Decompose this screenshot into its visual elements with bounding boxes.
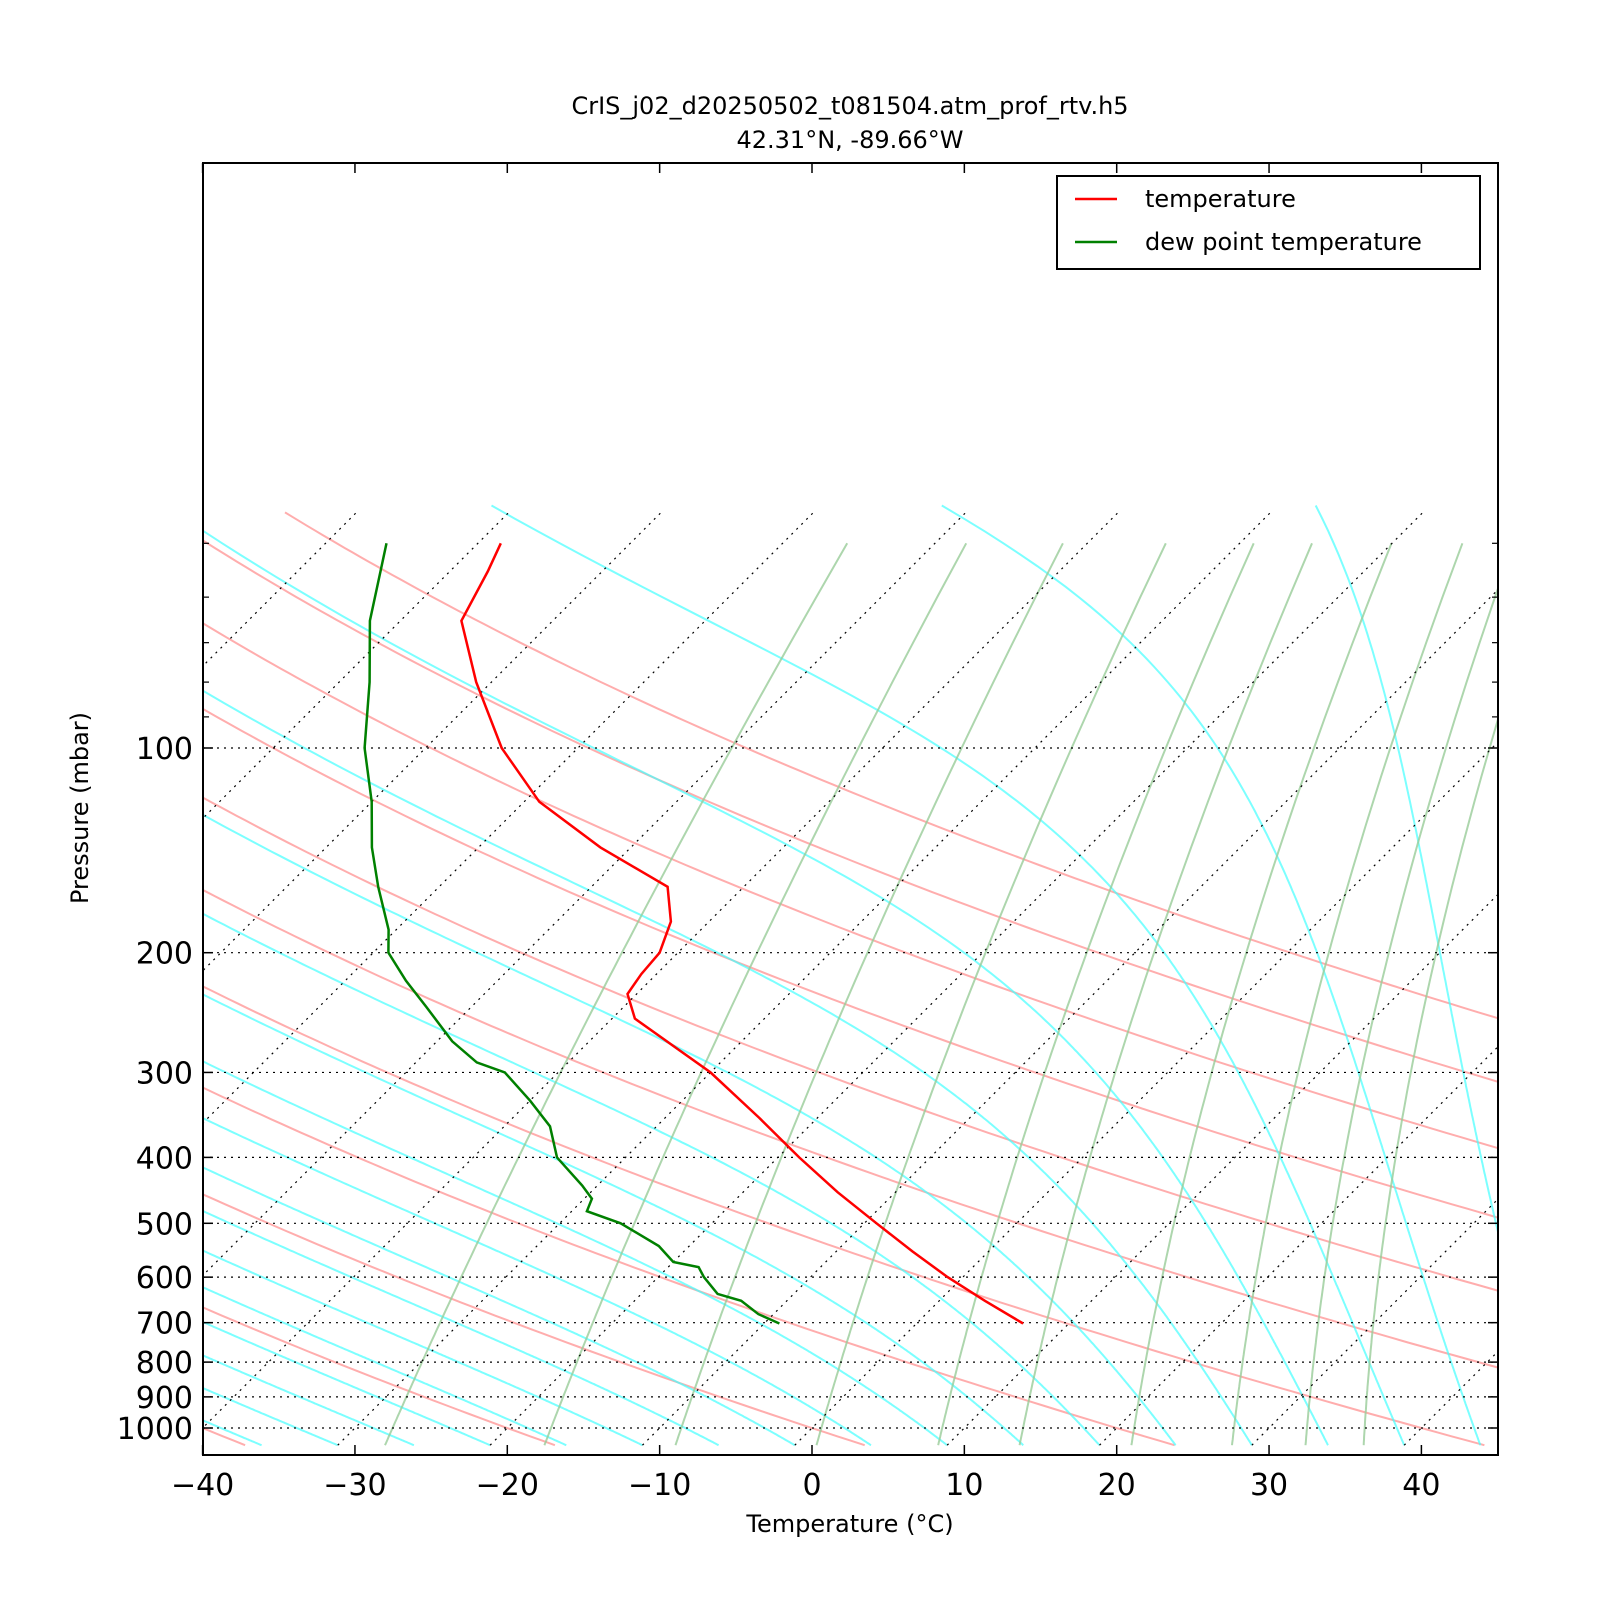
y-tick-label: 300	[136, 1056, 193, 1091]
mixing-ratio-line	[384, 542, 849, 1446]
isotherm-line	[203, 511, 815, 1124]
x-tick-label: −40	[171, 1468, 234, 1503]
x-tick-label: 0	[802, 1468, 821, 1503]
moist-adiabat-line	[203, 1419, 262, 1447]
moist-adiabat-line	[203, 1387, 339, 1447]
moist-adiabat-line	[203, 1354, 415, 1447]
dry-adiabat-line	[284, 511, 1498, 1020]
isotherm-line	[203, 511, 967, 1277]
dry-adiabat-line	[203, 1193, 866, 1447]
dry-adiabat-line	[203, 985, 1485, 1447]
moist-adiabats	[203, 504, 1498, 1447]
moist-adiabat-line	[203, 993, 1024, 1446]
isotherm-line	[1557, 512, 1600, 1445]
mixing-ratio-line	[937, 542, 1255, 1446]
y-tick-label: 100	[136, 732, 193, 767]
moist-adiabat-line	[1314, 505, 1498, 1237]
mixing-ratio-line	[1018, 542, 1313, 1446]
chart-title: CrIS_j02_d20250502_t081504.atm_prof_rtv.…	[571, 92, 1128, 120]
mixing-ratio-line	[1362, 715, 1498, 1446]
legend: temperature dew point temperature	[1056, 175, 1481, 270]
moist-adiabat-line	[203, 529, 1329, 1446]
x-tick-label: −10	[628, 1468, 691, 1503]
isotherm-line	[489, 511, 1424, 1446]
isotherm-line	[203, 511, 510, 820]
isotherm-line	[1251, 1198, 1498, 1446]
moist-adiabat-line	[203, 689, 1253, 1446]
dry-adiabat-line	[203, 1306, 556, 1447]
y-tick-label: 800	[136, 1346, 193, 1381]
y-tick-label: 900	[136, 1381, 193, 1416]
mixing-ratio-line	[815, 542, 1167, 1446]
x-tick-label: −20	[476, 1468, 539, 1503]
data-series	[363, 542, 1024, 1325]
moist-adiabat-line	[203, 1117, 872, 1447]
isotherm-line	[203, 511, 1119, 1429]
isotherm-line	[794, 741, 1498, 1446]
moist-adiabat-line	[491, 504, 1406, 1446]
isotherm-line	[203, 511, 205, 515]
legend-box	[1056, 175, 1481, 270]
mixing-ratio-lines	[384, 542, 1498, 1446]
dry-adiabat-line	[203, 539, 1498, 1083]
x-tick-label: 20	[1098, 1468, 1136, 1503]
isotherm-line	[203, 511, 358, 667]
moist-adiabat-line	[203, 1209, 720, 1447]
isotherms	[0, 511, 1600, 1446]
chart-subtitle: 42.31°N, -89.66°W	[736, 126, 963, 154]
x-axis-label: Temperature (°C)	[745, 1510, 953, 1538]
x-tick-label: 10	[945, 1468, 983, 1503]
x-axis: −40 −30 −20 −10 0 10 20 30 40	[171, 163, 1440, 1503]
legend-label-dew-point: dew point temperature	[1145, 228, 1422, 256]
moist-adiabat-line	[203, 912, 1101, 1446]
isotherm-line	[337, 511, 1272, 1446]
moist-adiabat-line	[203, 813, 1177, 1446]
series-line-temperature	[460, 542, 1024, 1325]
series-line-dew-point	[363, 543, 780, 1325]
isotherm-line	[1403, 1350, 1498, 1446]
dry-adiabat-line	[203, 622, 1498, 1150]
y-axis-label: Pressure (mbar)	[66, 712, 94, 904]
dry-adiabat-line	[203, 796, 1498, 1292]
x-tick-label: 30	[1250, 1468, 1288, 1503]
y-tick-label: 700	[136, 1307, 193, 1342]
mixing-ratio-line	[543, 542, 968, 1446]
y-tick-label: 1000	[117, 1412, 193, 1447]
legend-label-temperature: temperature	[1145, 185, 1296, 213]
mixing-ratio-line	[1130, 542, 1393, 1446]
moist-adiabat-line	[941, 504, 1482, 1446]
isotherm-line	[0, 512, 52, 1445]
moist-adiabat-line	[203, 1249, 643, 1447]
y-tick-label: 200	[136, 937, 193, 972]
dry-adiabat-line	[203, 1427, 246, 1447]
isobar-gridlines	[203, 747, 1498, 1429]
isotherm-line	[946, 893, 1498, 1446]
x-tick-label: −30	[323, 1468, 386, 1503]
moist-adiabat-line	[203, 1060, 948, 1447]
plot-area	[0, 504, 1600, 1447]
mixing-ratio-line	[1231, 542, 1464, 1446]
x-tick-label: 40	[1402, 1468, 1440, 1503]
dry-adiabats	[203, 511, 1498, 1447]
y-tick-label: 500	[136, 1207, 193, 1242]
dry-adiabat-line	[203, 707, 1498, 1219]
isotherm-line	[642, 588, 1498, 1446]
moist-adiabat-line	[203, 1166, 796, 1447]
isotherm-line	[203, 511, 662, 972]
plot-frame	[202, 162, 1499, 1456]
y-tick-label: 600	[136, 1261, 193, 1296]
mixing-ratio-line	[1304, 585, 1498, 1446]
y-tick-label: 400	[136, 1141, 193, 1176]
dry-adiabat-line	[203, 888, 1498, 1369]
